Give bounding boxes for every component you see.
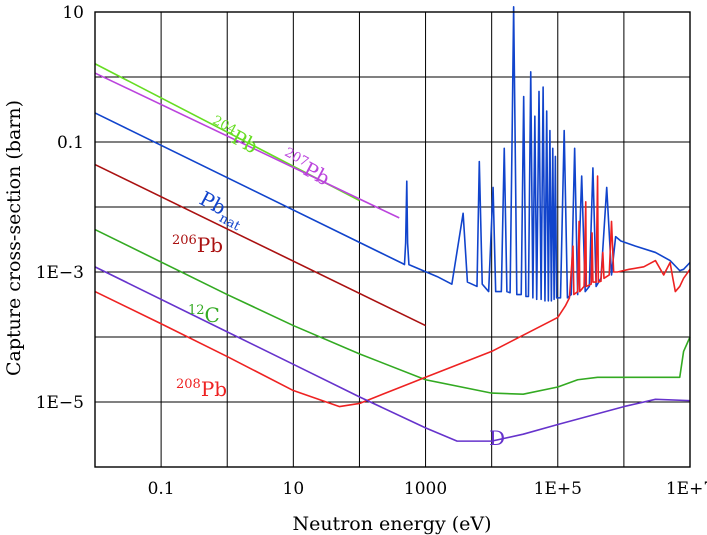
x-tick-labels: 0.1 10 1000 1E+5 1E+7 [148,479,707,499]
series-line-pb-nat [94,6,691,302]
x-tick-label: 0.1 [148,479,175,499]
series-line-pb-208 [94,175,691,408]
series-line-c-12 [94,228,691,395]
svg-text:D: D [489,426,505,450]
y-tick-label: 1E−5 [36,393,84,413]
curve-label-pb-206: 206Pb [172,233,223,257]
curve-label-c-12: 12C [188,303,220,327]
plot-frame [94,11,691,468]
x-tick-label: 10 [283,479,305,499]
series-layer [94,6,691,442]
svg-text:12C: 12C [188,303,220,327]
y-axis-label: Capture cross-section (barn) [3,100,25,376]
y-tick-labels: 10 0.1 1E−3 1E−5 [36,3,84,413]
y-tick-label: 1E−3 [36,263,84,283]
y-tick-label: 10 [62,3,84,23]
svg-text:208Pb: 208Pb [176,377,227,401]
svg-text:206Pb: 206Pb [172,233,223,257]
x-tick-label: 1E+5 [534,479,582,499]
curve-label-d: D [489,426,505,450]
x-axis-label: Neutron energy (eV) [292,513,491,535]
x-tick-label: 1E+7 [666,479,707,499]
curve-label-pb-208: 208Pb [176,377,227,401]
y-tick-label: 0.1 [57,133,84,153]
series-line-d [94,266,691,442]
series-line-pb-207 [94,72,400,219]
x-tick-label: 1000 [404,479,447,499]
series-line-pb-206 [94,163,426,327]
